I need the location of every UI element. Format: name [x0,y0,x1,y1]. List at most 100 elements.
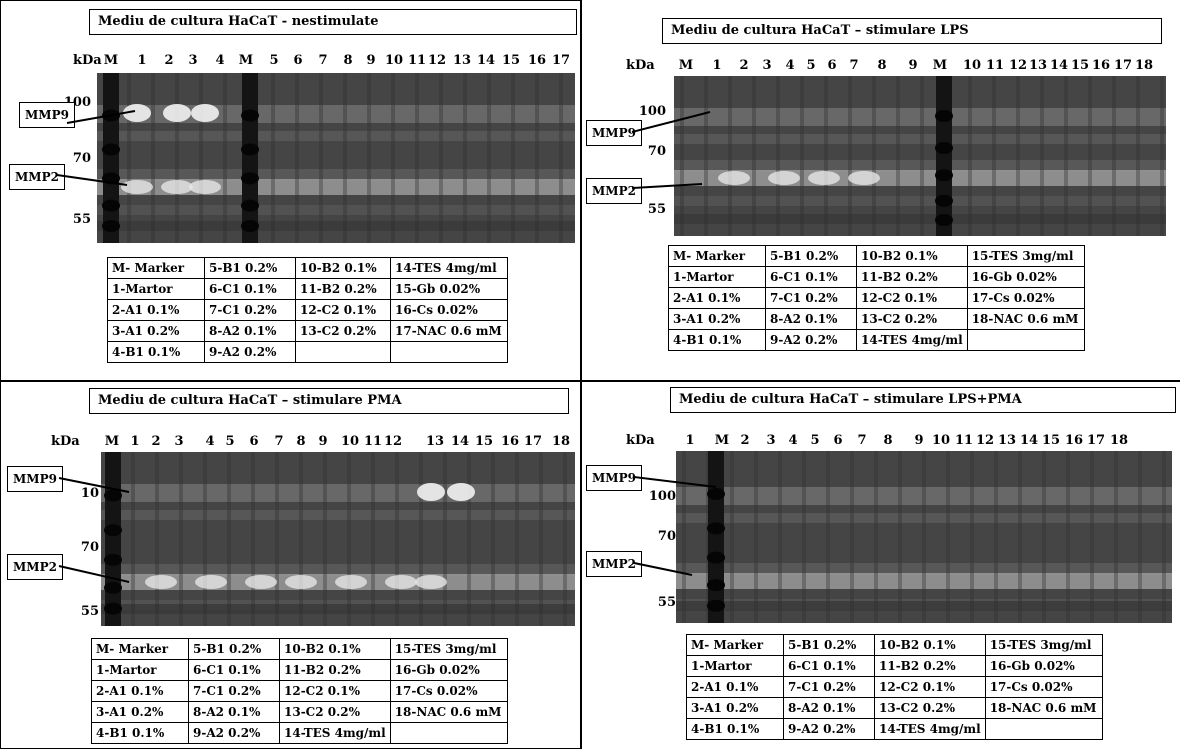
legend-cell: 12-C2 0.1% [874,676,986,698]
lane-number: 10 [340,434,360,449]
lane-number: 6 [827,58,837,73]
legend-row: M- Marker 5-B1 0.2% 10-B2 0.1% 14-TES 4mg/m… [107,257,508,279]
legend-row: M- Marker 5-B1 0.2% 10-B2 0.1% 15-TES 3mg/m… [686,634,1103,656]
lane-number: 17 [1113,58,1133,73]
lane-number: 1 [130,434,140,449]
kda-label: kDa [626,58,655,73]
lane-number: 9 [366,53,376,68]
legend-row: 3-A1 0.2% 8-A2 0.1% 13-C2 0.2% 18-NAC 0.6 m… [686,697,1103,719]
mw-marker-70: 70 [657,529,676,544]
lane-number: M [238,53,254,68]
panel-stimulare-lps: Mediu de cultura HaCaT – stimulare LPS k… [582,0,1180,381]
legend-cell: 8-A2 0.1% [765,308,857,330]
legend-cell: 8-A2 0.1% [204,320,296,342]
legend-cell: 18-NAC 0.6 mM [389,701,508,723]
legend-cell: 7-C1 0.2% [204,299,296,321]
lane-number: 6 [293,53,303,68]
legend-cell [966,329,1085,351]
legend-row: 1-Martor 6-C1 0.1% 11-B2 0.2% 15-Gb 0.02% [107,278,508,300]
legend-cell: 3-A1 0.2% [686,697,784,719]
legend-row: 2-A1 0.1% 7-C1 0.2% 12-C2 0.1% 17-Cs 0.02% [668,287,1085,309]
lane-number: 17 [1086,433,1106,448]
lane-number: 11 [954,433,974,448]
lane-number: 12 [427,53,447,68]
sample-legend: M- Marker 5-B1 0.2% 10-B2 0.1% 14-TES 4mg/m… [107,257,508,363]
legend-cell: 9-A2 0.2% [783,718,875,740]
lane-number: 15 [501,53,521,68]
mw-marker-55: 55 [72,212,91,227]
legend-cell: 10-B2 0.1% [295,257,391,279]
lane-number: 2 [164,53,174,68]
legend-row: 3-A1 0.2% 8-A2 0.1% 13-C2 0.2% 18-NAC 0.6 m… [668,308,1085,330]
lane-number: 11 [985,58,1005,73]
lane-number: 10 [931,433,951,448]
legend-cell: 5-B1 0.2% [783,634,875,656]
legend-cell: M- Marker [668,245,766,267]
lane-number: 12 [975,433,995,448]
legend-cell: 10-B2 0.1% [279,638,391,660]
legend-cell: 17-Cs 0.02% [984,676,1103,698]
legend-row: M- Marker 5-B1 0.2% 10-B2 0.1% 15-TES 3mg/m… [668,245,1085,267]
legend-cell: 12-C2 0.1% [295,299,391,321]
lane-number: 7 [274,434,284,449]
panel-stimulare-pma: Mediu de cultura HaCaT – stimulare PMA k… [0,381,582,749]
lane-number: M [714,433,730,448]
lane-number: 5 [269,53,279,68]
mw-marker-55: 55 [80,604,99,619]
legend-row: 1-Martor 6-C1 0.1% 11-B2 0.2% 16-Gb 0.02% [686,655,1103,677]
kda-label: kDa [51,434,80,449]
kda-label: kDa [73,53,102,68]
legend-cell: M- Marker [686,634,784,656]
legend-cell: 16-Cs 0.02% [390,299,508,321]
legend-cell: 8-A2 0.1% [188,701,280,723]
legend-cell: 1-Martor [668,266,766,288]
mmp9-label: MMP9 [586,465,642,491]
lane-number: 17 [551,53,571,68]
lane-number: 12 [383,434,403,449]
legend-cell: 4-B1 0.1% [668,329,766,351]
legend-row: 1-Martor 6-C1 0.1% 11-B2 0.2% 16-Gb 0.02% [668,266,1085,288]
panel-title: Mediu de cultura HaCaT - nestimulate [89,9,577,35]
panel-title: Mediu de cultura HaCaT – stimulare LPS+P… [670,387,1176,413]
legend-cell: 1-Martor [107,278,205,300]
legend-cell: 6-C1 0.1% [765,266,857,288]
gel-image [674,76,1166,236]
legend-cell: 13-C2 0.2% [279,701,391,723]
mw-marker-55: 55 [647,202,666,217]
mw-marker-100: 100 [638,104,666,119]
panel-nestimulate: Mediu de cultura HaCaT - nestimulate kDa… [0,0,582,381]
legend-cell: 14-TES 4mg/ml [390,257,508,279]
legend-cell: 13-C2 0.2% [295,320,391,342]
lane-number: 4 [205,434,215,449]
legend-row: 4-B1 0.1% 9-A2 0.2% 14-TES 4mg/ml [668,329,1085,351]
mw-marker-70: 70 [72,151,91,166]
legend-cell: 11-B2 0.2% [874,655,986,677]
kda-label: kDa [626,433,655,448]
legend-cell: 16-Gb 0.02% [984,655,1103,677]
legend-cell: 6-C1 0.1% [188,659,280,681]
legend-cell: 14-TES 4mg/ml [874,718,986,740]
legend-cell [389,722,508,744]
lane-number: 1 [137,53,147,68]
mmp9-label: MMP9 [7,466,63,492]
legend-cell: 14-TES 4mg/ml [279,722,391,744]
legend-cell: 6-C1 0.1% [204,278,296,300]
legend-cell: 2-A1 0.1% [91,680,189,702]
mw-marker-55: 55 [657,595,676,610]
legend-cell: 5-B1 0.2% [204,257,296,279]
lane-number: 8 [296,434,306,449]
legend-cell: M- Marker [107,257,205,279]
legend-cell: 4-B1 0.1% [91,722,189,744]
legend-cell: 14-TES 4mg/ml [856,329,968,351]
lane-number: 2 [739,58,749,73]
legend-cell: 4-B1 0.1% [686,718,784,740]
lane-number: 3 [766,433,776,448]
legend-row: 3-A1 0.2% 8-A2 0.1% 13-C2 0.2% 18-NAC 0.6 m… [91,701,508,723]
lane-number: 14 [450,434,470,449]
lane-number: 4 [785,58,795,73]
lane-number: 4 [215,53,225,68]
lane-number: 15 [1041,433,1061,448]
gel-image [676,451,1172,623]
lane-number: M [932,58,948,73]
panel-title: Mediu de cultura HaCaT – stimulare LPS [662,18,1162,44]
